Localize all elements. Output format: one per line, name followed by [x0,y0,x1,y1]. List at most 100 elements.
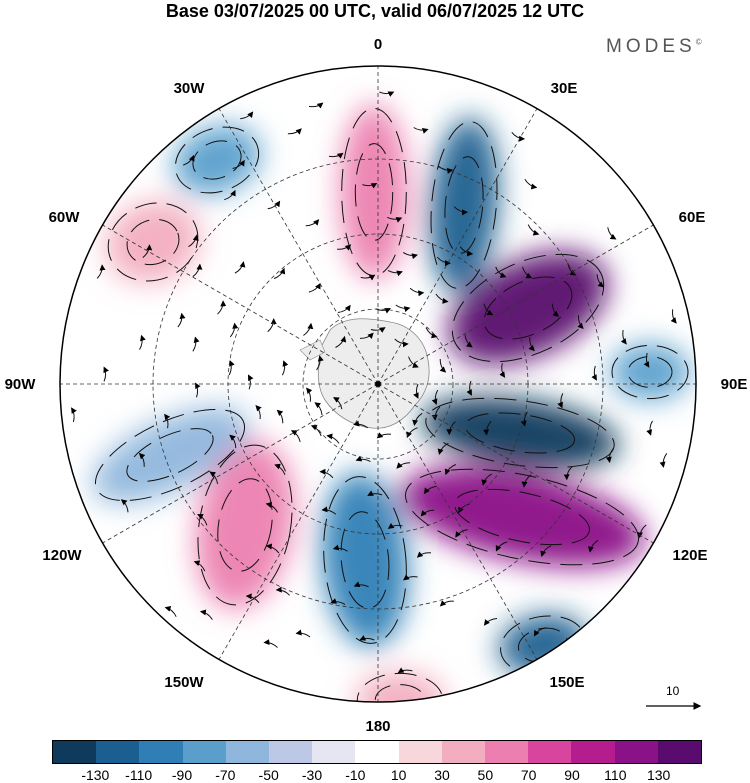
wind-arrow [435,293,449,304]
meridian-line [218,383,379,660]
meridian-line [102,383,379,544]
lon-label-90e: 90E [720,376,748,393]
wind-arrow [290,430,301,443]
wind-arrow [192,336,200,352]
map-border [59,65,697,703]
colorbar-tick-label: 90 [564,767,580,783]
streamline [405,468,639,566]
wind-arrow [379,91,395,97]
anomaly-field [60,66,696,702]
meridian-line [377,383,654,544]
streamline [174,126,260,194]
colorbar-segment [571,741,615,763]
streamline [451,253,605,363]
wind-arrow [209,471,219,484]
wind-arrow [483,420,492,436]
wind-arrow [409,287,425,297]
wind-arrow [499,363,506,378]
wind-arrow [402,251,418,260]
anomaly-center [195,440,295,610]
colorbar-tick-label: -90 [171,767,193,783]
map-title: Base 03/07/2025 00 UTC, valid 06/07/2025… [165,1,585,21]
colorbar-tick-label: 130 [646,767,671,783]
wind-arrow [563,466,573,481]
wind-arrow [533,627,547,637]
lon-label-150e: 150E [549,674,585,691]
lon-label-120w: 120W [42,547,82,564]
wind-arrow [464,334,473,348]
streamline [454,488,590,546]
lon-label-30w: 30W [173,80,205,97]
lon-label-90w: 90W [4,376,36,393]
colorbar-tick-label: 10 [390,767,407,783]
wind-streamlines [71,91,689,702]
wind-arrow [164,605,177,617]
wind-arrow [395,304,411,313]
wind-arrow [276,409,284,424]
streamline [627,356,673,388]
meridian-line [218,108,379,385]
wind-arrow [436,256,451,267]
wind-arrow [335,335,347,348]
wind-arrow [659,453,668,468]
wind-arrow [177,312,186,328]
wind-arrow [96,264,106,279]
wind-arrow [413,383,419,399]
wind-arrow [275,586,290,596]
wind-arrow [337,244,352,251]
colorbar-tick-label: -110 [125,767,153,783]
wind-arrow [416,551,432,558]
colorbar-segment [225,741,270,763]
streamline [217,478,273,572]
lon-label-60w: 60W [48,209,80,226]
wind-arrow [353,581,369,588]
wind-arrow [330,598,346,606]
wind-arrow [229,322,239,338]
wind-arrow [333,397,343,410]
streamline [483,276,573,340]
colorbar-tick-label: 30 [434,767,450,783]
wind-arrow [305,219,320,227]
latitude-circle [227,233,529,535]
wind-arrow [328,152,344,159]
meridian-line [377,224,654,385]
lon-label-150w: 150W [164,674,204,691]
wind-arrow [240,111,254,120]
wind-arrow [267,318,277,333]
wind-arrow [605,448,614,463]
wind-arrow [402,574,418,581]
colorbar-segment [312,741,356,763]
wind-arrow [643,352,650,368]
wind-arrow [267,200,281,210]
wind-arrow [281,360,289,376]
wind-arrow [431,389,439,405]
wind-arrow [139,334,146,350]
colorbar-tick-label: -130 [81,767,110,783]
wind-arrow [524,178,538,190]
colorbar-tick-label: 70 [520,767,537,783]
wind-arrow [199,609,213,620]
wind-arrow [359,332,374,339]
streamline [107,202,199,282]
antarctica-landmass [299,318,430,429]
wind-arrow [412,412,423,426]
wind-arrow [326,433,340,444]
wind-arrow [495,266,507,278]
wind-arrow [367,490,383,496]
wind-arrow [420,509,435,517]
wind-arrow [355,455,371,463]
wind-arrow [607,227,617,240]
colorbar-segment [485,741,529,763]
wind-arrow [481,473,493,486]
anomaly-center [340,104,408,280]
streamline [444,156,484,254]
wind-arrow [332,544,348,552]
wind-arrow [439,600,454,607]
wind-arrow [183,154,195,166]
wind-arrow [192,263,203,278]
anomaly-center [448,251,608,365]
wind-arrow [337,304,351,313]
colorbar-segment [269,741,313,763]
meridian-line [377,383,538,660]
wind-arrow [521,474,532,488]
